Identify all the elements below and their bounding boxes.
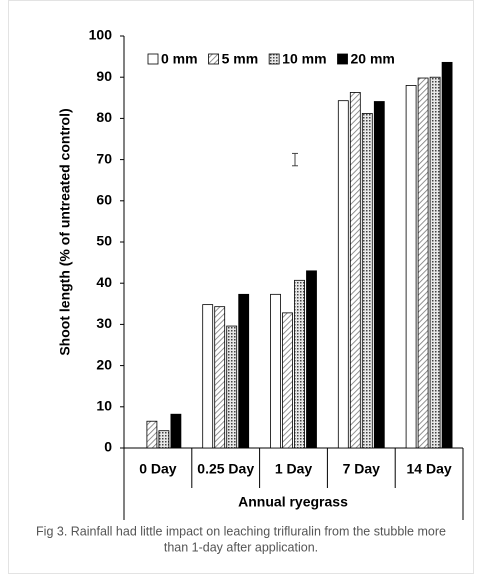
bar [306, 270, 317, 449]
frame [8, 0, 474, 574]
bar [214, 306, 226, 449]
bar [282, 312, 293, 449]
x-axis-label: Annual ryegrass [238, 494, 348, 510]
y-tick-label: 70 [96, 150, 112, 166]
y-tick-label: 30 [96, 315, 112, 331]
y-tick-label: 0 [104, 439, 112, 455]
y-tick-label: 90 [96, 68, 112, 84]
bar [373, 101, 385, 449]
bar [405, 85, 417, 449]
bar [146, 420, 158, 449]
caption: Fig 3. Rainfall had little impact on lea… [36, 524, 446, 538]
bar [337, 100, 349, 449]
y-tick-label: 60 [96, 192, 112, 208]
bar [158, 430, 170, 449]
y-tick-label: 80 [96, 109, 112, 125]
y-tick-label: 40 [96, 274, 112, 290]
bar [441, 61, 453, 449]
bar [349, 92, 361, 449]
y-tick-label: 50 [96, 233, 112, 249]
x-tick-label: 1 Day [275, 461, 313, 477]
legend-label: 5 mm [222, 51, 259, 67]
legend-swatch [268, 53, 280, 65]
x-tick-label: 0 Day [139, 461, 177, 477]
y-tick-label: 100 [89, 27, 113, 43]
caption: than 1-day after application. [164, 540, 318, 554]
bar [270, 293, 281, 449]
legend-swatch [208, 53, 219, 65]
legend-swatch [337, 53, 348, 65]
y-axis-label: Shoot length (% of untreated control) [57, 108, 73, 355]
legend-label: 10 mm [282, 51, 326, 67]
x-tick-label: 0.25 Day [197, 461, 254, 477]
legend-label: 0 mm [161, 51, 198, 67]
legend-swatch [147, 53, 159, 65]
bar [238, 293, 250, 449]
bar [202, 304, 214, 449]
bar [361, 113, 373, 449]
bar [417, 77, 429, 449]
legend-label: 20 mm [351, 51, 395, 67]
x-tick-label: 14 Day [407, 461, 452, 477]
bar [294, 279, 305, 449]
y-tick-label: 10 [96, 398, 112, 414]
bar [170, 413, 182, 449]
y-tick-label: 20 [96, 356, 112, 372]
bar [226, 325, 238, 449]
x-tick-label: 7 Day [343, 461, 381, 477]
bar [429, 76, 441, 449]
